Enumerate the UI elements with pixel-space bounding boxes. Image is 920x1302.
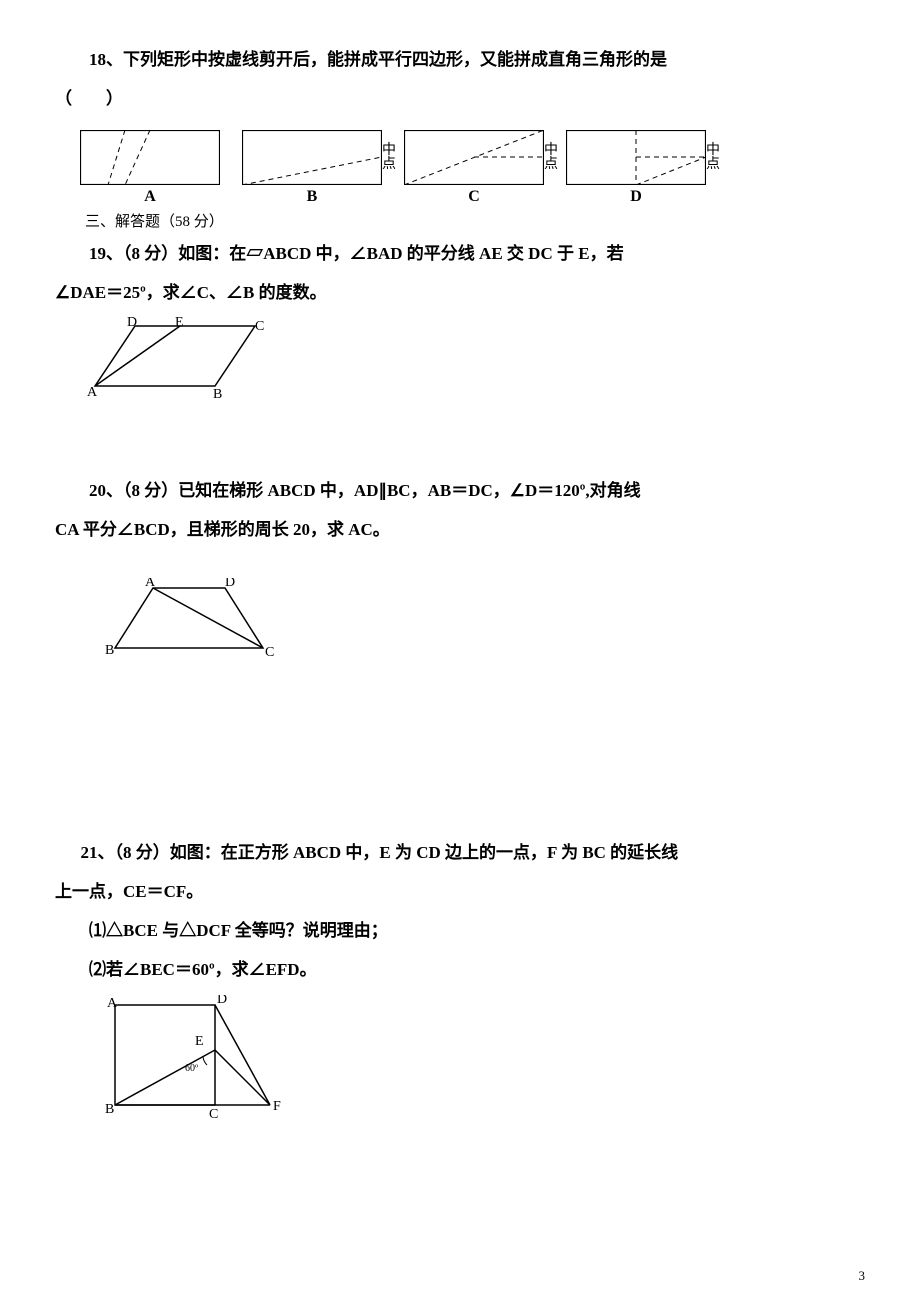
q18-fig-b: 中点 B [242, 130, 382, 206]
q21-lbl-d: D [217, 995, 227, 1007]
q18-fig-a: A [80, 130, 220, 206]
q18-label-d: D [630, 188, 642, 206]
q18-svg-c [404, 130, 544, 185]
q19-lbl-d: D [127, 316, 137, 330]
page-number: 3 [859, 1268, 866, 1284]
midpoint-label-b: 中点 [382, 144, 396, 172]
q20-svg: A D B C [105, 578, 290, 663]
q21-text: 21、（8 分）如图：在正方形 ABCD 中，E 为 CD 边上的一点，F 为 … [55, 833, 865, 872]
q20-lbl-a: A [145, 578, 156, 590]
q21-svg: A D B C E F 60º [95, 995, 295, 1120]
q20-lbl-c: C [265, 645, 274, 660]
q19-lbl-e: E [175, 316, 184, 330]
q20-text: 20、（8 分）已知在梯形 ABCD 中，AD∥BC，AB＝DC，∠D＝120º… [55, 471, 865, 510]
q18-svg-d [566, 130, 706, 185]
q21-lbl-ang: 60º [185, 1063, 198, 1074]
q18-fig-c: 中点 C [404, 130, 544, 206]
q21-lbl-f: F [273, 1099, 281, 1114]
q19-figure: A B C D E [85, 316, 865, 401]
section3-header: 三、解答题（58 分） [55, 210, 865, 234]
q21-lbl-e: E [195, 1034, 204, 1049]
q19-lbl-b: B [213, 387, 222, 401]
q19-text: 19、（8 分）如图：在▱ABCD 中，∠BAD 的平分线 AE 交 DC 于 … [55, 234, 865, 273]
q19-lbl-a: A [87, 385, 98, 400]
midpoint-label-c: 中点 [544, 144, 558, 172]
q21-lbl-b: B [105, 1102, 114, 1117]
q21-p1: ⑴△BCE 与△DCF 全等吗？说明理由； [55, 911, 865, 950]
q18-label-a: A [144, 188, 156, 206]
q18-text: 18、下列矩形中按虚线剪开后，能拼成平行四边形，又能拼成直角三角形的是 [55, 40, 865, 79]
q20-lbl-b: B [105, 643, 114, 658]
q20-figure: A D B C [105, 578, 865, 663]
q19-lbl-c: C [255, 319, 264, 334]
q18-label-c: C [468, 188, 480, 206]
q18-svg-a [80, 130, 220, 185]
q18-figures: A 中点 B 中点 C [80, 130, 865, 206]
q19-text2: ∠DAE＝25º，求∠C、∠B 的度数。 [55, 273, 865, 312]
q20-text2: CA 平分∠BCD，且梯形的周长 20，求 AC。 [55, 510, 865, 549]
q18-fig-d: 中点 D [566, 130, 706, 206]
midpoint-label-d: 中点 [706, 144, 720, 172]
q21-lbl-c: C [209, 1107, 218, 1120]
q18-svg-b [242, 130, 382, 185]
q21-text2: 上一点，CE＝CF。 [55, 872, 865, 911]
q18-label-b: B [307, 188, 318, 206]
q21-lbl-a: A [107, 996, 118, 1011]
q19-svg: A B C D E [85, 316, 285, 401]
q21-figure: A D B C E F 60º [95, 995, 865, 1120]
q20-lbl-d: D [225, 578, 235, 590]
q18-blank: （ ） [55, 79, 865, 118]
q21-p2: ⑵若∠BEC＝60º，求∠EFD。 [55, 950, 865, 989]
